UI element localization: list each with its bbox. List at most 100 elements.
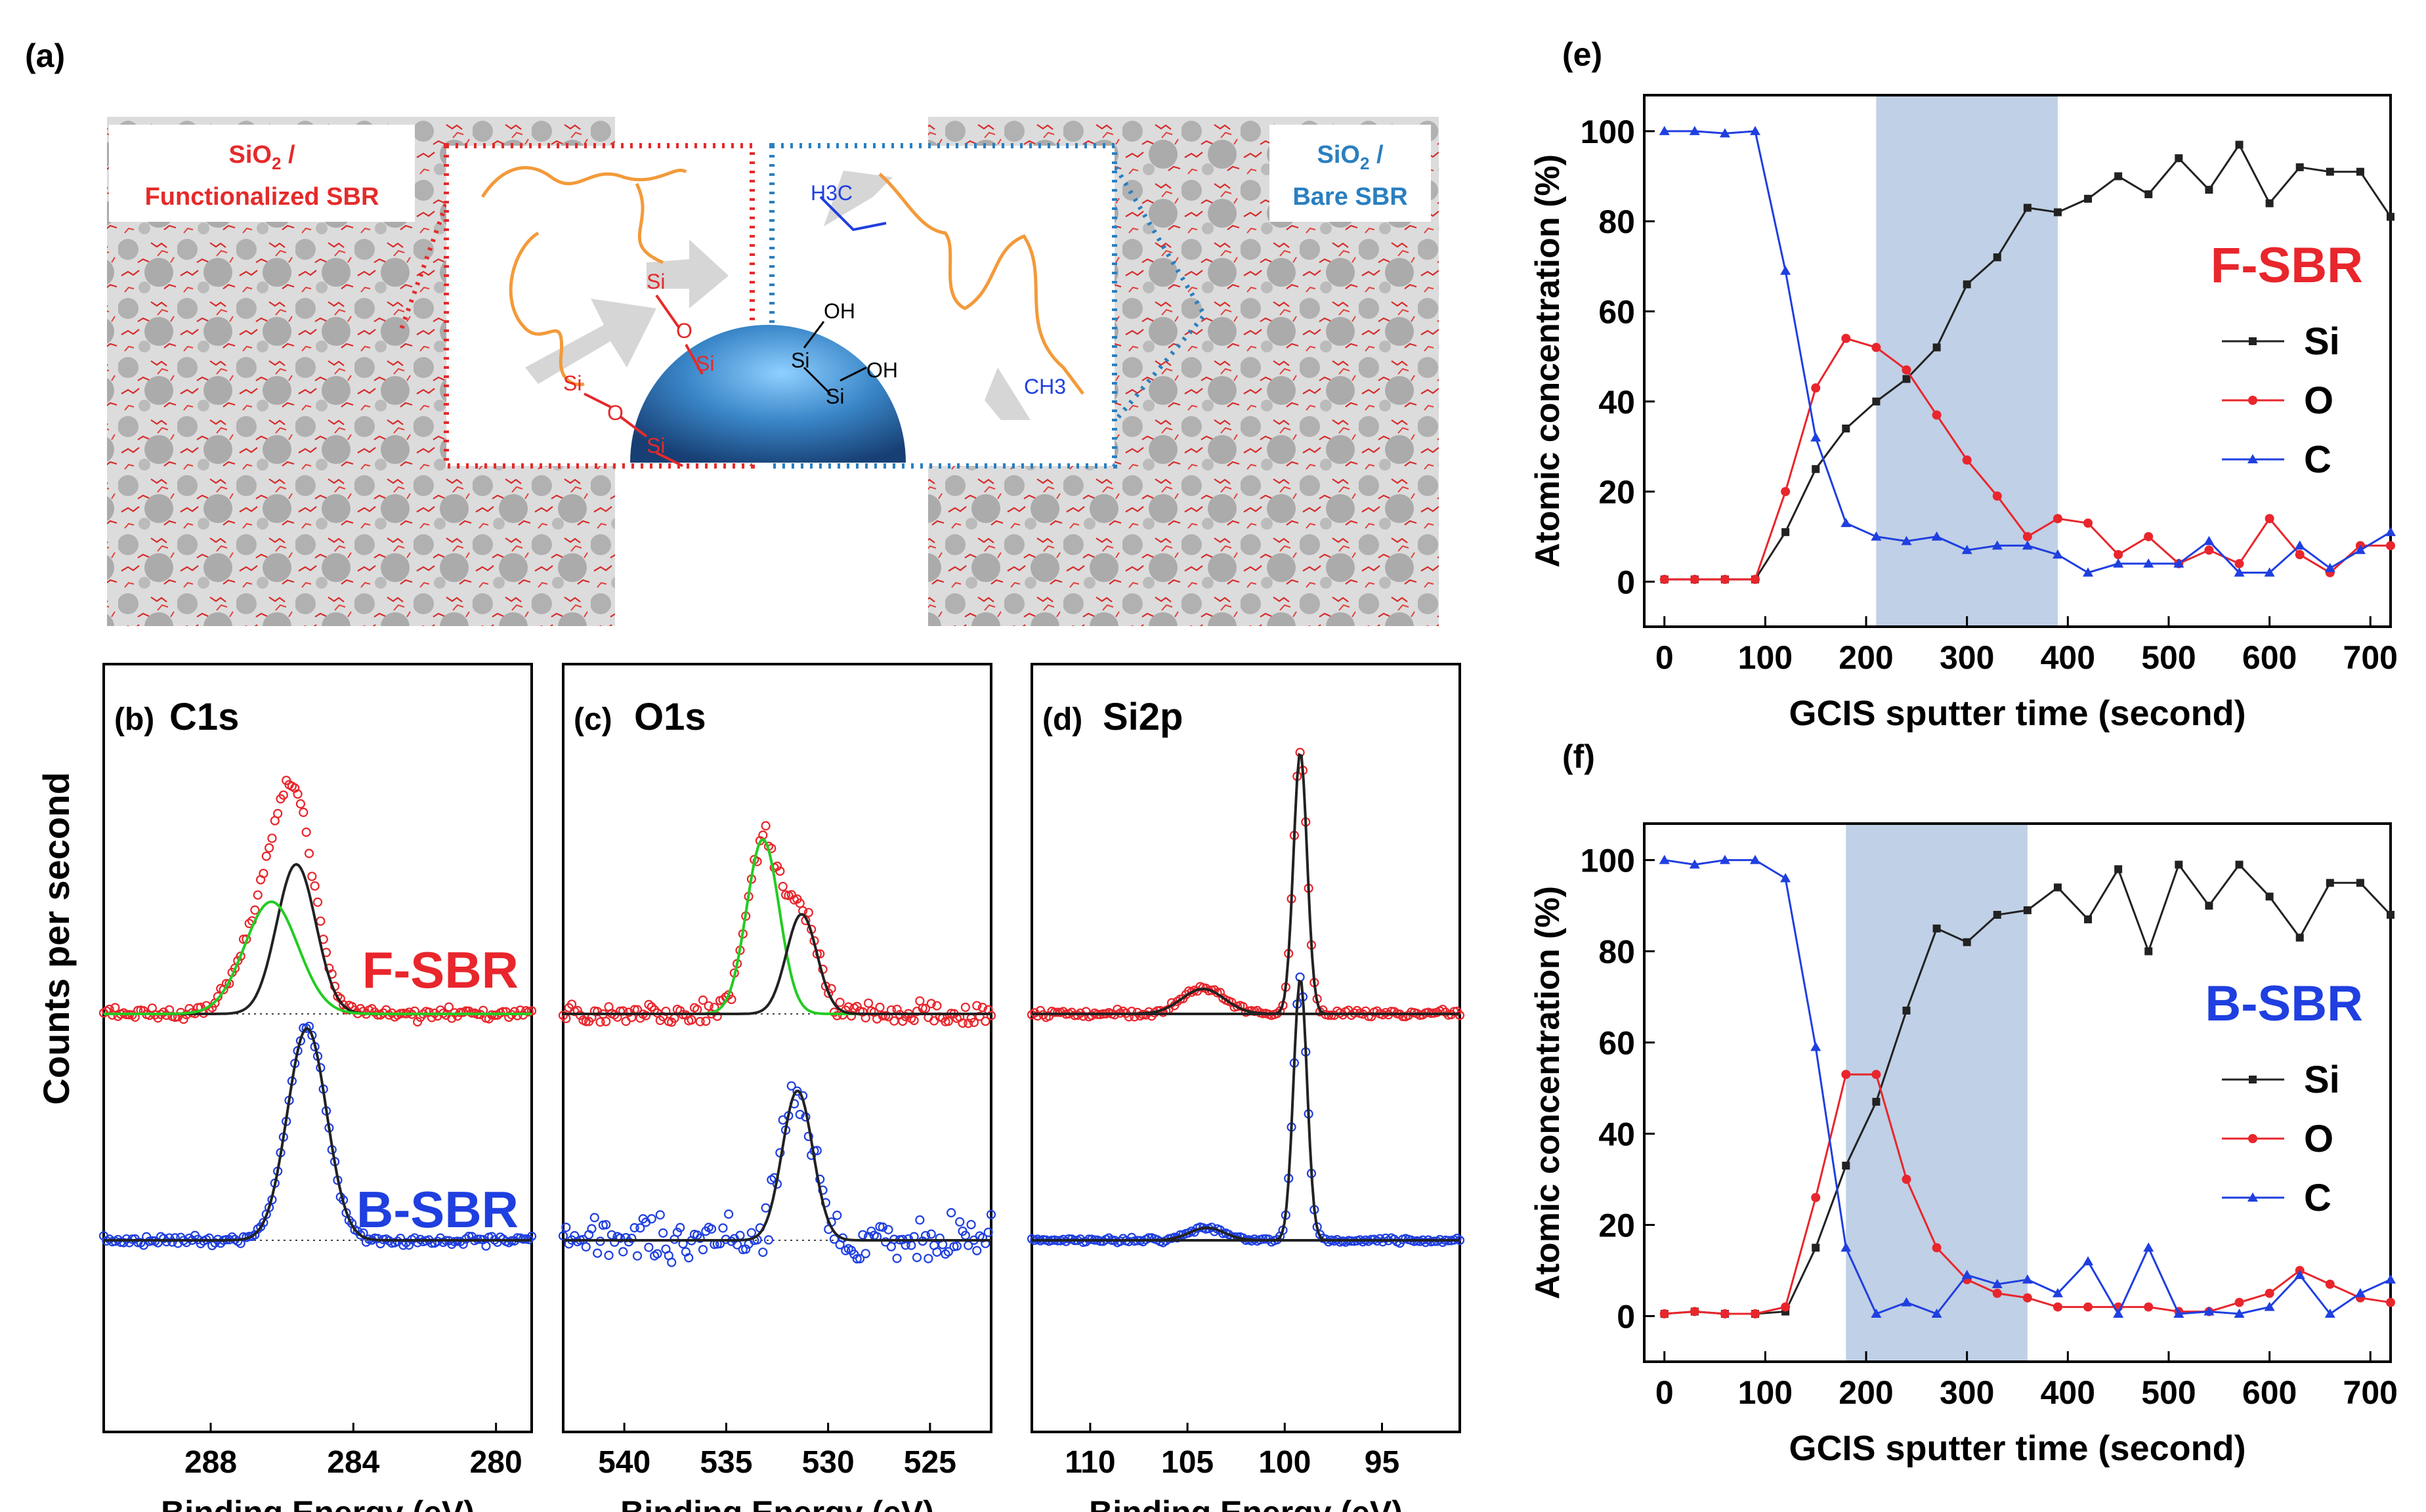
xps-data-point: [413, 1017, 423, 1027]
marker-si: [2114, 172, 2123, 180]
xps-data-point: [695, 1017, 705, 1026]
xps-data-point: [835, 998, 845, 1007]
marker-si: [2235, 860, 2244, 869]
marker-o: [1992, 491, 2002, 501]
marker-o: [1992, 1288, 2002, 1298]
xps-data-point: [852, 1254, 862, 1264]
xps-fit-curve: [1032, 987, 1460, 1015]
xps-xlabel: Binding Energy (eV): [161, 1494, 475, 1512]
xps-element-label: C1s: [169, 696, 239, 738]
xps-data-point: [1064, 1234, 1074, 1244]
xps-data-point: [855, 1253, 865, 1264]
panel-e-fsbr-profile: (e) 0 100 200 300 400 500 600 700 0 20 40 60 80 100 GCI…: [1529, 36, 2398, 733]
xps-data-point: [915, 996, 925, 1006]
panel-f-bsbr-profile: (f) 0 100 200 300 400 500 600 700 0 20 40 60 80 100 GCI…: [1529, 738, 2398, 1468]
marker-si: [1902, 375, 1911, 383]
xps-data-point: [604, 1002, 614, 1012]
marker-si: [2387, 910, 2394, 919]
marker-o: [1751, 574, 1760, 584]
xps-data-point: [1055, 1007, 1065, 1017]
marker-o: [1690, 574, 1699, 584]
xps-data-point: [295, 799, 306, 808]
legend-label-o: O: [2304, 1118, 2333, 1160]
marker-o: [2295, 550, 2305, 560]
xps-data-point: [1386, 1233, 1396, 1243]
marker-c: [1871, 531, 1882, 541]
legend-label-c: C: [2304, 1177, 2331, 1219]
xps-data-point: [966, 1219, 976, 1230]
xps-data-point: [761, 821, 771, 831]
xps-data-point: [210, 998, 220, 1008]
xps-data-point: [655, 1210, 665, 1220]
profile-xtick-label: 500: [2141, 1374, 2196, 1411]
bsbr-connector: [1113, 166, 1208, 422]
xps-data-point: [644, 1242, 654, 1252]
xps-data-point: [598, 1220, 608, 1230]
marker-o: [2204, 545, 2214, 555]
profile-xtick-label: 100: [1738, 639, 1793, 676]
profile-ylabel: Atomic concentration (%): [1529, 154, 1567, 568]
xps-data-point: [604, 1250, 614, 1260]
marker-c: [2385, 526, 2396, 536]
xps-data-point: [421, 1007, 431, 1017]
marker-si: [1902, 1006, 1911, 1015]
marker-c: [1750, 125, 1761, 135]
sample-label: F-SBR: [2211, 238, 2363, 293]
xps-data-point: [881, 1011, 891, 1020]
xps-xlabel: Binding Energy (eV): [1089, 1494, 1403, 1512]
xps-data-point: [698, 995, 708, 1005]
marker-c: [1871, 1309, 1882, 1318]
xps-data-point: [763, 1235, 774, 1245]
marker-si: [2326, 879, 2334, 887]
xps-data-point: [947, 1208, 956, 1218]
xps-data-point: [875, 1002, 885, 1013]
marker-c: [2022, 540, 2033, 550]
marker-si: [1842, 424, 1850, 432]
xps-fit-curve: [104, 1026, 532, 1242]
marker-si: [2205, 186, 2213, 194]
marker-o: [1659, 1309, 1669, 1319]
xps-data-point: [307, 1030, 317, 1040]
xps-xtick-label: 100: [1258, 1445, 1311, 1480]
marker-si: [1963, 938, 1971, 946]
xps-data-point: [1078, 1011, 1088, 1021]
xps-data-point: [712, 1011, 722, 1021]
marker-si: [1993, 910, 2001, 919]
marker-c: [1810, 432, 1821, 442]
legend-label-si: Si: [2304, 320, 2340, 363]
profile-panel-label: (e): [1562, 36, 1602, 73]
si-label-3: Si: [563, 371, 582, 395]
xps-data-point: [658, 1228, 668, 1238]
profile-xtick-label: 100: [1738, 1374, 1793, 1411]
marker-c: [1659, 125, 1670, 135]
marker-si: [2205, 902, 2213, 910]
xps-data-point: [977, 1003, 988, 1013]
xps-data-point: [307, 872, 317, 881]
marker-c: [2143, 558, 2154, 568]
marker-c: [1689, 125, 1700, 135]
xps-data-point: [561, 1223, 571, 1232]
xps-frame: [1031, 663, 1461, 1433]
marker-o: [1720, 574, 1730, 584]
xps-data-point: [301, 1023, 311, 1033]
profile-xlabel: GCIS sputter time (second): [1789, 694, 2245, 733]
marker-si: [1872, 1097, 1881, 1106]
xps-data-point: [644, 999, 654, 1009]
xps-data-point: [780, 890, 791, 900]
xps-xtick-label: 288: [184, 1445, 237, 1480]
marker-si: [2023, 203, 2032, 212]
highlight-band: [1846, 824, 2028, 1362]
xps-data-point: [301, 828, 311, 837]
xps-data-point: [584, 1230, 594, 1240]
marker-o: [2386, 1297, 2395, 1307]
xps-data-point: [835, 1240, 845, 1250]
marker-c: [1901, 536, 1912, 545]
xps-data-point: [629, 1223, 639, 1232]
marker-si: [1872, 397, 1881, 406]
xps-data-point: [621, 1232, 631, 1243]
marker-o: [1871, 1070, 1881, 1080]
legend-marker-o: [2248, 396, 2257, 405]
marker-o: [1781, 487, 1791, 497]
xps-data-point: [632, 1251, 643, 1261]
xps-data-point: [924, 1253, 933, 1263]
